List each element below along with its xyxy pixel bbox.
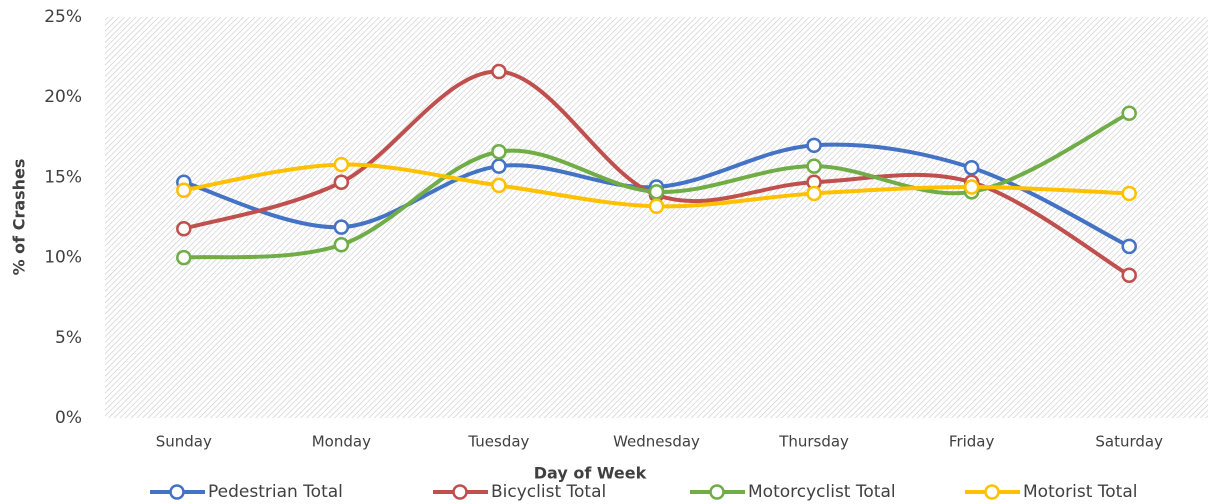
- data-point: [806, 158, 822, 174]
- data-point: [491, 177, 507, 194]
- plot-area: [105, 17, 1208, 418]
- legend-label: Bicyclist Total: [491, 482, 606, 502]
- data-point: [491, 63, 507, 80]
- x-tick-label: Wednesday: [613, 433, 700, 451]
- data-point: [176, 182, 192, 198]
- x-tick-label: Monday: [312, 433, 371, 451]
- x-tick-label: Thursday: [778, 433, 849, 451]
- data-point: [176, 249, 192, 266]
- data-point: [176, 220, 192, 237]
- x-axis-label: Day of Week: [534, 464, 647, 483]
- data-point: [333, 219, 350, 235]
- data-point: [963, 160, 980, 176]
- x-tick-label: Sunday: [156, 433, 212, 451]
- x-tick-label: Saturday: [1095, 433, 1163, 451]
- data-point: [1121, 105, 1137, 121]
- data-point: [491, 158, 507, 174]
- data-point: [1121, 238, 1137, 255]
- data-point: [806, 137, 822, 154]
- data-point: [333, 174, 350, 190]
- y-tick-label: 10%: [44, 248, 82, 268]
- data-point: [491, 143, 507, 160]
- data-point: [333, 156, 350, 173]
- data-point: [806, 185, 822, 202]
- legend-marker: [452, 484, 468, 500]
- data-point: [1121, 267, 1137, 283]
- data-point: [1121, 185, 1137, 202]
- legend-marker: [984, 484, 1000, 500]
- data-point: [648, 198, 665, 215]
- data-point: [963, 179, 980, 195]
- data-point: [333, 237, 350, 253]
- x-tick-label: Tuesday: [467, 433, 529, 451]
- legend-label: Motorcyclist Total: [748, 482, 896, 502]
- y-axis-label: % of Crashes: [10, 159, 29, 276]
- data-point: [648, 184, 665, 200]
- y-tick-label: 20%: [44, 87, 82, 107]
- legend-label: Motorist Total: [1023, 482, 1137, 502]
- legend-marker: [169, 484, 185, 500]
- x-tick-label: Friday: [949, 433, 995, 451]
- y-tick-label: 25%: [44, 7, 82, 27]
- y-tick-label: 5%: [55, 328, 82, 348]
- y-tick-label: 0%: [55, 408, 82, 428]
- legend-marker: [709, 484, 725, 500]
- legend-label: Pedestrian Total: [208, 482, 343, 502]
- y-tick-label: 15%: [44, 167, 82, 187]
